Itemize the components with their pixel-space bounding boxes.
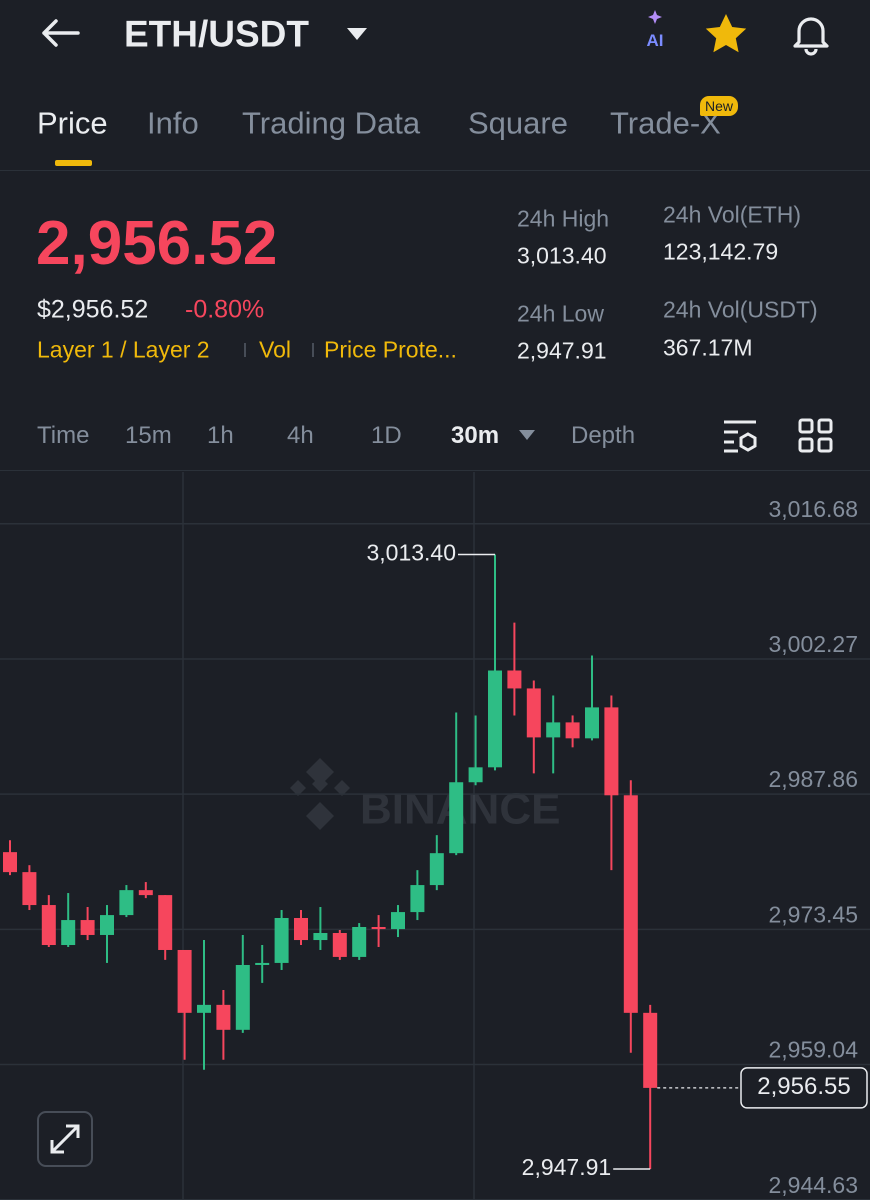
stat-value: 3,013.40 xyxy=(517,242,607,269)
candle-body xyxy=(643,1012,658,1088)
candle-body xyxy=(158,895,173,950)
last-price-box xyxy=(740,1067,868,1109)
candle-body xyxy=(332,933,347,957)
tab[interactable]: Trading Data xyxy=(242,105,421,141)
interval[interactable]: 1h xyxy=(207,422,234,449)
candle-body xyxy=(255,962,270,965)
stat-label: 24h High xyxy=(517,205,610,232)
stat-label: 24h Vol(USDT) xyxy=(663,296,818,323)
candle-body xyxy=(565,722,580,739)
candle-body xyxy=(138,890,153,896)
candle-body xyxy=(526,688,541,738)
y-tick-label: 2,959.04 xyxy=(768,1037,858,1063)
usd-price: $2,956.52 xyxy=(37,295,149,324)
divider xyxy=(0,170,870,171)
candle-body xyxy=(371,927,386,930)
candle-body xyxy=(100,915,114,935)
candle-body xyxy=(585,707,599,739)
candle-body xyxy=(274,917,289,963)
watermark: BINANCE xyxy=(290,758,560,834)
candle-body xyxy=(410,885,425,913)
last-price: 2,956.52 xyxy=(36,209,278,278)
alert-bell[interactable] xyxy=(788,10,834,56)
stat-value: 2,947.91 xyxy=(517,337,607,364)
candle-body xyxy=(313,933,328,941)
interval-active[interactable]: 30m xyxy=(451,422,500,449)
stat-label: 24h Low xyxy=(517,300,604,327)
candle-body xyxy=(294,917,308,941)
tab[interactable]: Square xyxy=(468,105,568,141)
candle-body xyxy=(507,670,522,689)
back-button[interactable] xyxy=(38,16,82,50)
y-tick-label: 2,987.86 xyxy=(768,766,858,792)
extreme-label: 3,013.40 xyxy=(366,540,456,566)
y-tick-label: 2,973.45 xyxy=(768,901,858,927)
layout-grid[interactable] xyxy=(798,418,834,454)
candle-body xyxy=(488,670,502,768)
tag[interactable]: Vol xyxy=(259,336,291,363)
price-change: -0.80% xyxy=(185,295,265,324)
candle-body xyxy=(352,927,367,957)
extreme-label: 2,947.91 xyxy=(522,1154,612,1180)
ai-icon[interactable]: AI xyxy=(638,8,672,52)
candle-body xyxy=(391,912,405,930)
interval[interactable]: 1D xyxy=(371,422,402,449)
candle-body xyxy=(468,767,483,783)
expand-button[interactable] xyxy=(37,1111,93,1167)
candle-body xyxy=(546,722,561,738)
y-tick-label: 2,944.63 xyxy=(768,1172,858,1198)
last-price-label: 2,956.55 xyxy=(757,1073,850,1100)
indicator-settings[interactable] xyxy=(722,418,760,454)
interval[interactable]: Depth xyxy=(571,422,636,449)
pair-dropdown[interactable] xyxy=(346,26,368,42)
interval[interactable]: Time xyxy=(37,422,90,449)
tab[interactable]: Info xyxy=(147,105,199,141)
candle-body xyxy=(177,949,192,1013)
interval-dropdown[interactable] xyxy=(518,429,536,441)
candle-body xyxy=(197,1004,211,1013)
divider xyxy=(0,470,870,471)
tab[interactable]: Price xyxy=(37,105,108,141)
stat-label: 24h Vol(ETH) xyxy=(663,201,802,228)
tag[interactable]: Layer 1 / Layer 2 xyxy=(37,336,210,363)
stat-value: 367.17M xyxy=(663,334,753,361)
candle-body xyxy=(604,707,619,796)
candle-body xyxy=(449,782,464,854)
candle-body xyxy=(3,852,17,873)
new-badge: New xyxy=(700,96,739,116)
tag[interactable]: Price Prote... xyxy=(324,336,457,363)
favorite-star[interactable] xyxy=(703,12,749,56)
candle-body xyxy=(235,964,250,1030)
stat-value: 123,142.79 xyxy=(663,238,779,265)
interval[interactable]: 15m xyxy=(125,422,172,449)
active-tab-indicator xyxy=(55,160,92,166)
ai-label: AI xyxy=(647,31,664,50)
tag-separator xyxy=(312,343,314,357)
interval[interactable]: 4h xyxy=(287,422,314,449)
candle-body xyxy=(22,872,37,906)
candle-body xyxy=(61,920,76,946)
y-tick-label: 3,016.68 xyxy=(768,496,858,522)
candlestick-chart: BINANCE 3,016.68 3,002.27 2,987.86 2,973.45… xyxy=(0,472,870,1200)
candle-body xyxy=(429,853,444,886)
candle-body xyxy=(41,905,56,946)
pair-title[interactable]: ETH/USDT xyxy=(124,13,309,55)
y-tick-label: 3,002.27 xyxy=(768,631,858,657)
candle-body xyxy=(216,1004,231,1030)
candle-body xyxy=(623,795,638,1013)
tag-separator xyxy=(244,343,246,357)
candle-body xyxy=(80,920,95,935)
candle-body xyxy=(119,890,134,916)
